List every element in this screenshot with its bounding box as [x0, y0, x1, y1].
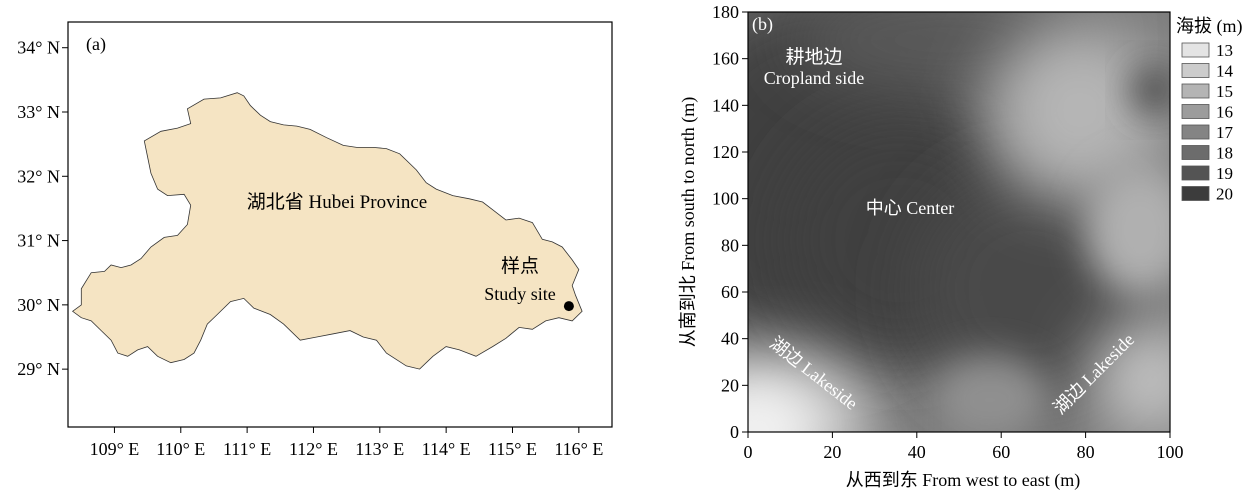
y-axis-label: 从南到北 From south to north (m) — [678, 97, 699, 348]
legend-label: 17 — [1216, 123, 1234, 142]
latitude-ticks: 34° N 33° N 32° N 31° N 30° N 29° N — [17, 38, 68, 379]
x-axis-label: 从西到东 From west to east (m) — [846, 470, 1080, 491]
lat-tick-label: 34° N — [17, 38, 60, 58]
lat-tick-label: 30° N — [17, 295, 60, 315]
x-tick-label: 80 — [1077, 442, 1095, 462]
y-tick-label: 100 — [712, 189, 739, 209]
lon-tick-label: 114° E — [422, 439, 471, 459]
lon-tick-label: 110° E — [156, 439, 205, 459]
y-tick-label: 140 — [712, 95, 739, 115]
x-tick-label: 0 — [744, 442, 753, 462]
legend-label: 16 — [1216, 103, 1233, 122]
cropland-label-en: Cropland side — [764, 68, 865, 88]
x-axis-ticks: 0 20 40 60 80 100 — [744, 432, 1184, 462]
lon-tick-label: 109° E — [90, 439, 140, 459]
y-tick-label: 40 — [721, 329, 739, 349]
legend-label: 18 — [1216, 144, 1233, 163]
site-label-cn: 样点 — [501, 255, 539, 277]
panel-b-label: (b) — [752, 14, 773, 35]
elevation-surface — [748, 12, 1170, 432]
legend-swatch — [1181, 83, 1210, 99]
x-tick-label: 60 — [992, 442, 1010, 462]
lat-tick-label: 29° N — [17, 359, 60, 379]
study-site-marker — [563, 301, 574, 312]
lon-tick-label: 112° E — [289, 439, 338, 459]
lat-tick-label: 31° N — [17, 231, 60, 251]
y-tick-label: 20 — [721, 375, 739, 395]
y-tick-label: 60 — [721, 282, 739, 302]
lat-tick-label: 33° N — [17, 102, 60, 122]
lon-tick-label: 116° E — [554, 439, 603, 459]
lon-tick-label: 111° E — [223, 439, 271, 459]
legend-swatch — [1181, 145, 1210, 160]
legend-swatch — [1181, 63, 1210, 78]
panel-b-elevation-map: 0 20 40 60 80 100 0 20 40 60 80 100 120 140 160 180 (b… — [678, 2, 1243, 491]
province-label: 湖北省 Hubei Province — [247, 191, 427, 213]
cropland-label-cn: 耕地边 — [785, 46, 842, 68]
lon-tick-label: 115° E — [488, 439, 537, 459]
y-axis-ticks: 0 20 40 60 80 100 120 140 160 180 — [712, 2, 748, 442]
y-tick-label: 0 — [730, 422, 739, 442]
panel-a-label: (a) — [86, 34, 106, 55]
y-tick-label: 120 — [712, 142, 739, 162]
lon-tick-label: 113° E — [355, 439, 404, 459]
legend-label: 15 — [1216, 82, 1233, 101]
y-tick-label: 160 — [712, 49, 739, 69]
legend-label: 20 — [1216, 185, 1233, 204]
legend-swatch — [1181, 42, 1210, 58]
center-label: 中心 Center — [866, 198, 954, 218]
y-tick-label: 180 — [712, 2, 739, 22]
x-tick-label: 100 — [1157, 442, 1184, 462]
legend-label: 13 — [1216, 41, 1233, 60]
legend-label: 19 — [1216, 164, 1233, 183]
legend-swatch — [1181, 104, 1210, 119]
lat-tick-label: 32° N — [17, 166, 60, 186]
legend-label: 14 — [1216, 62, 1234, 81]
panel-a-map: 34° N 33° N 32° N 31° N 30° N 29° N 109° E 110… — [17, 21, 613, 459]
x-tick-label: 20 — [823, 442, 841, 462]
elevation-frame — [747, 11, 1171, 433]
legend-swatch — [1181, 124, 1210, 140]
legend-swatch — [1181, 186, 1210, 201]
hubei-province-shape — [71, 92, 583, 370]
y-tick-label: 80 — [721, 235, 739, 255]
site-label-en: Study site — [484, 284, 556, 304]
x-tick-label: 40 — [908, 442, 926, 462]
longitude-ticks: 109° E 110° E 111° E 112° E 113° E 114° E 115°… — [90, 427, 603, 459]
legend-swatch — [1181, 165, 1210, 181]
legend-title: 海拔 (m) — [1176, 16, 1243, 37]
